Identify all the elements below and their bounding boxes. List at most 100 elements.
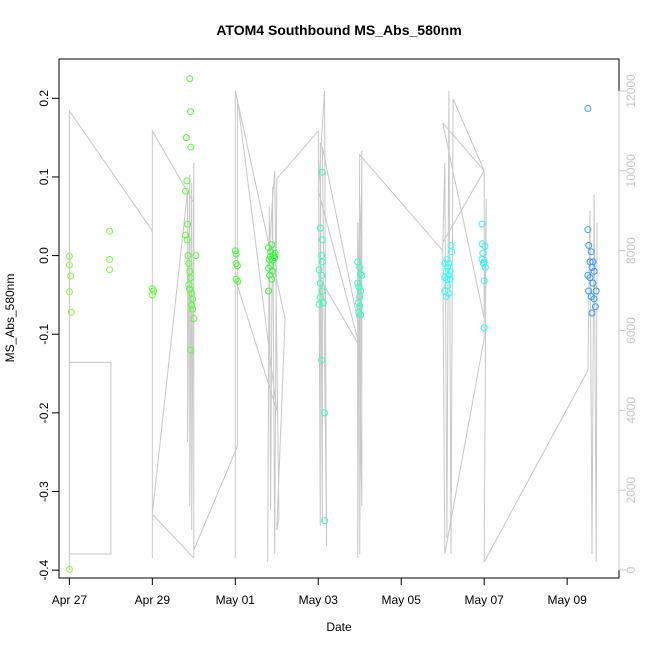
data-point [318,356,326,364]
data-point [357,311,365,319]
data-point [446,275,454,283]
data-point [265,287,272,295]
data-point [67,272,75,280]
data-point [319,299,327,307]
data-point [65,261,73,269]
data-point [67,308,75,316]
data-point [480,324,488,332]
data-point [188,301,196,309]
data-points-layer [65,75,600,573]
secondary-trace-layer [68,90,598,570]
y2-tick-label: 10000 [624,154,638,188]
data-point [592,287,600,295]
data-point [318,271,326,279]
data-point [189,305,197,313]
data-point [233,262,241,270]
data-point [182,134,190,142]
data-point [106,227,114,235]
x-tick-label: May 05 [382,593,422,607]
data-point [354,279,362,287]
data-point [268,275,276,283]
data-point [271,254,279,262]
y-tick-label: -0.1 [37,324,51,345]
data-point [321,517,328,525]
data-point [588,263,596,271]
y2-tick-label: 12000 [624,74,638,108]
data-point [183,236,191,244]
data-point [187,143,195,151]
data-point [316,279,324,287]
data-point [187,274,194,282]
x-tick-label: Apr 29 [135,593,171,607]
data-point [187,108,194,116]
y2-tick-label: 8000 [624,237,638,264]
data-point [65,288,73,296]
data-point [316,224,324,232]
secondary-trace-line [68,90,598,570]
y2-tick-label: 4000 [624,397,638,424]
chart-title: ATOM4 Southbound MS_Abs_580nm [216,22,461,38]
data-point [183,177,191,185]
data-point [585,241,593,249]
data-point [446,267,454,275]
data-point [65,565,73,573]
data-point [234,278,242,285]
data-point [318,168,326,176]
data-point [106,266,114,274]
data-point [184,220,192,228]
y2-tick-label: 6000 [624,317,638,344]
data-point [182,231,189,239]
data-point [321,409,328,417]
data-point [589,279,597,287]
data-point [357,270,365,278]
data-point [187,346,194,354]
data-point [448,248,456,256]
data-point [481,242,489,250]
axes-layer: Apr 27 Apr 29 May 01 May 03 May 05 May 07 May … [37,58,638,607]
data-point [318,236,326,244]
data-point [478,220,486,228]
data-point [267,252,275,260]
data-point [445,260,453,267]
data-point [445,289,453,297]
data-point [182,187,189,195]
data-point [443,256,451,263]
y2-tick-label: 2000 [624,476,638,503]
data-point [184,252,192,260]
data-point [65,252,73,260]
y-tick-label: -0.3 [37,481,51,502]
data-point [590,295,598,303]
data-point [148,291,156,299]
data-point [355,299,362,307]
data-point [232,250,240,258]
data-point [444,282,452,289]
data-point [315,300,323,308]
data-point [356,293,364,300]
data-point [192,252,200,260]
data-point [185,281,193,289]
data-point [584,105,592,112]
x-tick-label: May 03 [299,593,339,607]
data-point [318,287,326,295]
data-point [585,287,593,295]
x-tick-label: May 07 [465,593,505,607]
data-point [591,303,599,311]
data-point [186,285,194,293]
x-tick-label: May 09 [547,593,587,607]
data-point [584,226,592,234]
x-tick-label: Apr 27 [52,593,88,607]
data-point [271,249,279,257]
data-point [358,271,366,279]
y-tick-label: -0.2 [37,402,51,423]
data-point [584,271,592,279]
x-tick-label: May 01 [216,593,256,607]
data-point [316,293,324,301]
y-tick-label: 0.2 [37,90,51,107]
data-point [315,266,323,274]
data-point [185,260,193,267]
data-point [106,256,114,263]
data-point [480,277,488,285]
data-point [586,274,594,282]
y2-tick-label: 0 [624,566,638,573]
